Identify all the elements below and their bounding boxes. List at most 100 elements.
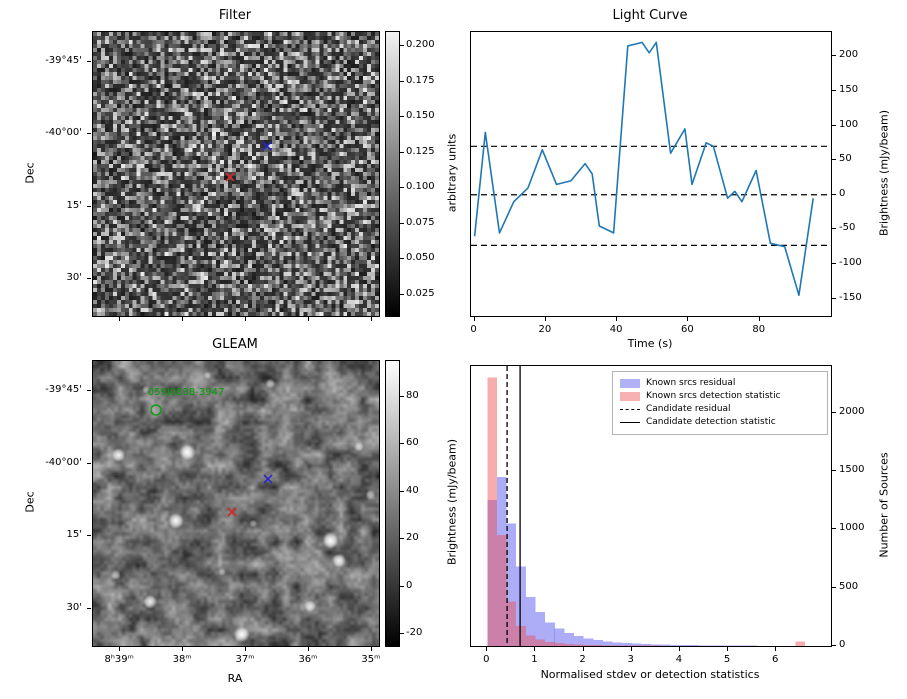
histogram-bar [516, 566, 526, 646]
histogram-bar [487, 500, 497, 646]
tick-label: 0.200 [406, 39, 435, 51]
tick-label: 20 [538, 324, 552, 335]
histogram-bar [545, 622, 555, 646]
legend-row: Known srcs residual [620, 377, 820, 390]
line [225, 172, 235, 182]
x-marker-icon [262, 141, 272, 151]
tick-mark [87, 278, 91, 280]
filter-y-axis-label: Dec [23, 162, 37, 184]
tick-label: 2000 [839, 405, 865, 417]
candidate-marker [227, 502, 237, 517]
legend-label: Known srcs detection statistic [646, 391, 781, 401]
tick-mark [832, 297, 836, 299]
tick-mark [832, 586, 836, 588]
lightcurve-x-axis-label: Time (s) [627, 337, 673, 350]
tick-label: 100 [839, 118, 859, 130]
tick-mark [400, 538, 404, 540]
histogram-bar [631, 643, 642, 646]
histogram-bar [593, 640, 603, 646]
histogram-bar [506, 601, 517, 646]
tick-label: -40°00' [45, 456, 82, 468]
histogram-bar [679, 645, 690, 646]
legend-pink-patch-icon [620, 392, 640, 401]
tick-mark [582, 647, 584, 651]
tick-mark [400, 222, 404, 224]
filter-image-panel [92, 31, 380, 317]
histogram-bar [496, 535, 507, 646]
tick-label: 0 [839, 639, 846, 650]
histogram-bar [612, 642, 623, 646]
x-marker-icon [263, 474, 273, 484]
histogram-bar [535, 639, 546, 646]
tick-mark [630, 647, 632, 651]
tick-mark [727, 647, 728, 651]
tick-mark [182, 647, 184, 651]
tick-label: -39°45' [45, 383, 82, 395]
tick-mark [775, 647, 777, 651]
filter-panel-title: Filter [218, 8, 252, 23]
tick-label: 40 [609, 324, 623, 335]
gleam-panel-title: GLEAM [212, 337, 258, 352]
histogram-y-axis-label: Number of Sources [877, 452, 891, 558]
tick-mark [832, 124, 836, 126]
tick-label: 20 [406, 532, 419, 544]
tick-label: 0 [470, 324, 477, 335]
legend-row: Candidate detection statistic [620, 416, 820, 429]
annotation-circle-icon [150, 401, 162, 416]
lightcurve-line [473, 41, 814, 297]
histogram-bar [708, 645, 719, 646]
tick-label: 3 [627, 654, 634, 665]
tick-mark [400, 633, 404, 635]
tick-mark [616, 317, 618, 321]
histogram-bar [583, 638, 594, 646]
annotation-circle-icon [150, 404, 162, 416]
tick-mark [832, 645, 836, 646]
histogram-bar [689, 645, 700, 646]
histogram-bar [525, 597, 536, 646]
histogram-bar [795, 641, 806, 646]
tick-label: 30' [66, 272, 82, 284]
tick-label: 35ᵐ [361, 654, 381, 665]
tick-mark [87, 133, 91, 135]
histogram-bar [612, 645, 623, 646]
tick-mark [400, 490, 404, 492]
legend-label: Candidate residual [646, 404, 731, 414]
tick-mark [87, 60, 91, 62]
tick-mark [400, 395, 404, 397]
histogram-bar [670, 644, 680, 646]
legend-label: Known srcs residual [646, 378, 736, 388]
gleam-y-axis-label: Dec [23, 491, 37, 513]
histogram-bar [593, 645, 603, 646]
tick-mark [687, 317, 689, 321]
tick-mark [400, 585, 404, 587]
tick-mark [87, 205, 91, 207]
tick-label: 2 [579, 654, 586, 665]
gleam-sky-image [93, 361, 379, 646]
tick-mark [832, 528, 836, 530]
tick-label: 37ᵐ [235, 654, 255, 665]
tick-label: 0.050 [406, 252, 435, 264]
tick-mark [87, 607, 91, 609]
gleam-colorbar-label: Brightness (mJy/beam) [445, 438, 459, 566]
histogram-bar [583, 644, 594, 646]
tick-mark [400, 116, 404, 118]
tick-mark [119, 317, 121, 321]
tick-mark [400, 258, 404, 260]
tick-label: 0.025 [406, 287, 435, 299]
lightcurve-plot [470, 31, 832, 317]
tick-mark [245, 647, 246, 651]
tick-label: 1000 [839, 522, 865, 534]
lightcurve-y-axis-label: Brightness (mJy/beam) [877, 109, 891, 237]
histogram-bar [641, 644, 651, 646]
tick-label: 50 [839, 153, 852, 165]
line [263, 474, 273, 484]
tick-mark [87, 389, 91, 391]
tick-mark [832, 193, 836, 195]
legend-row: Candidate residual [620, 403, 820, 416]
histogram-bar [573, 644, 584, 646]
tick-label: 0.100 [406, 181, 435, 193]
histogram-bar [545, 641, 555, 646]
source-id-annotation: 059J0838-3947 [147, 387, 225, 399]
gleam-colorbar [385, 360, 400, 647]
